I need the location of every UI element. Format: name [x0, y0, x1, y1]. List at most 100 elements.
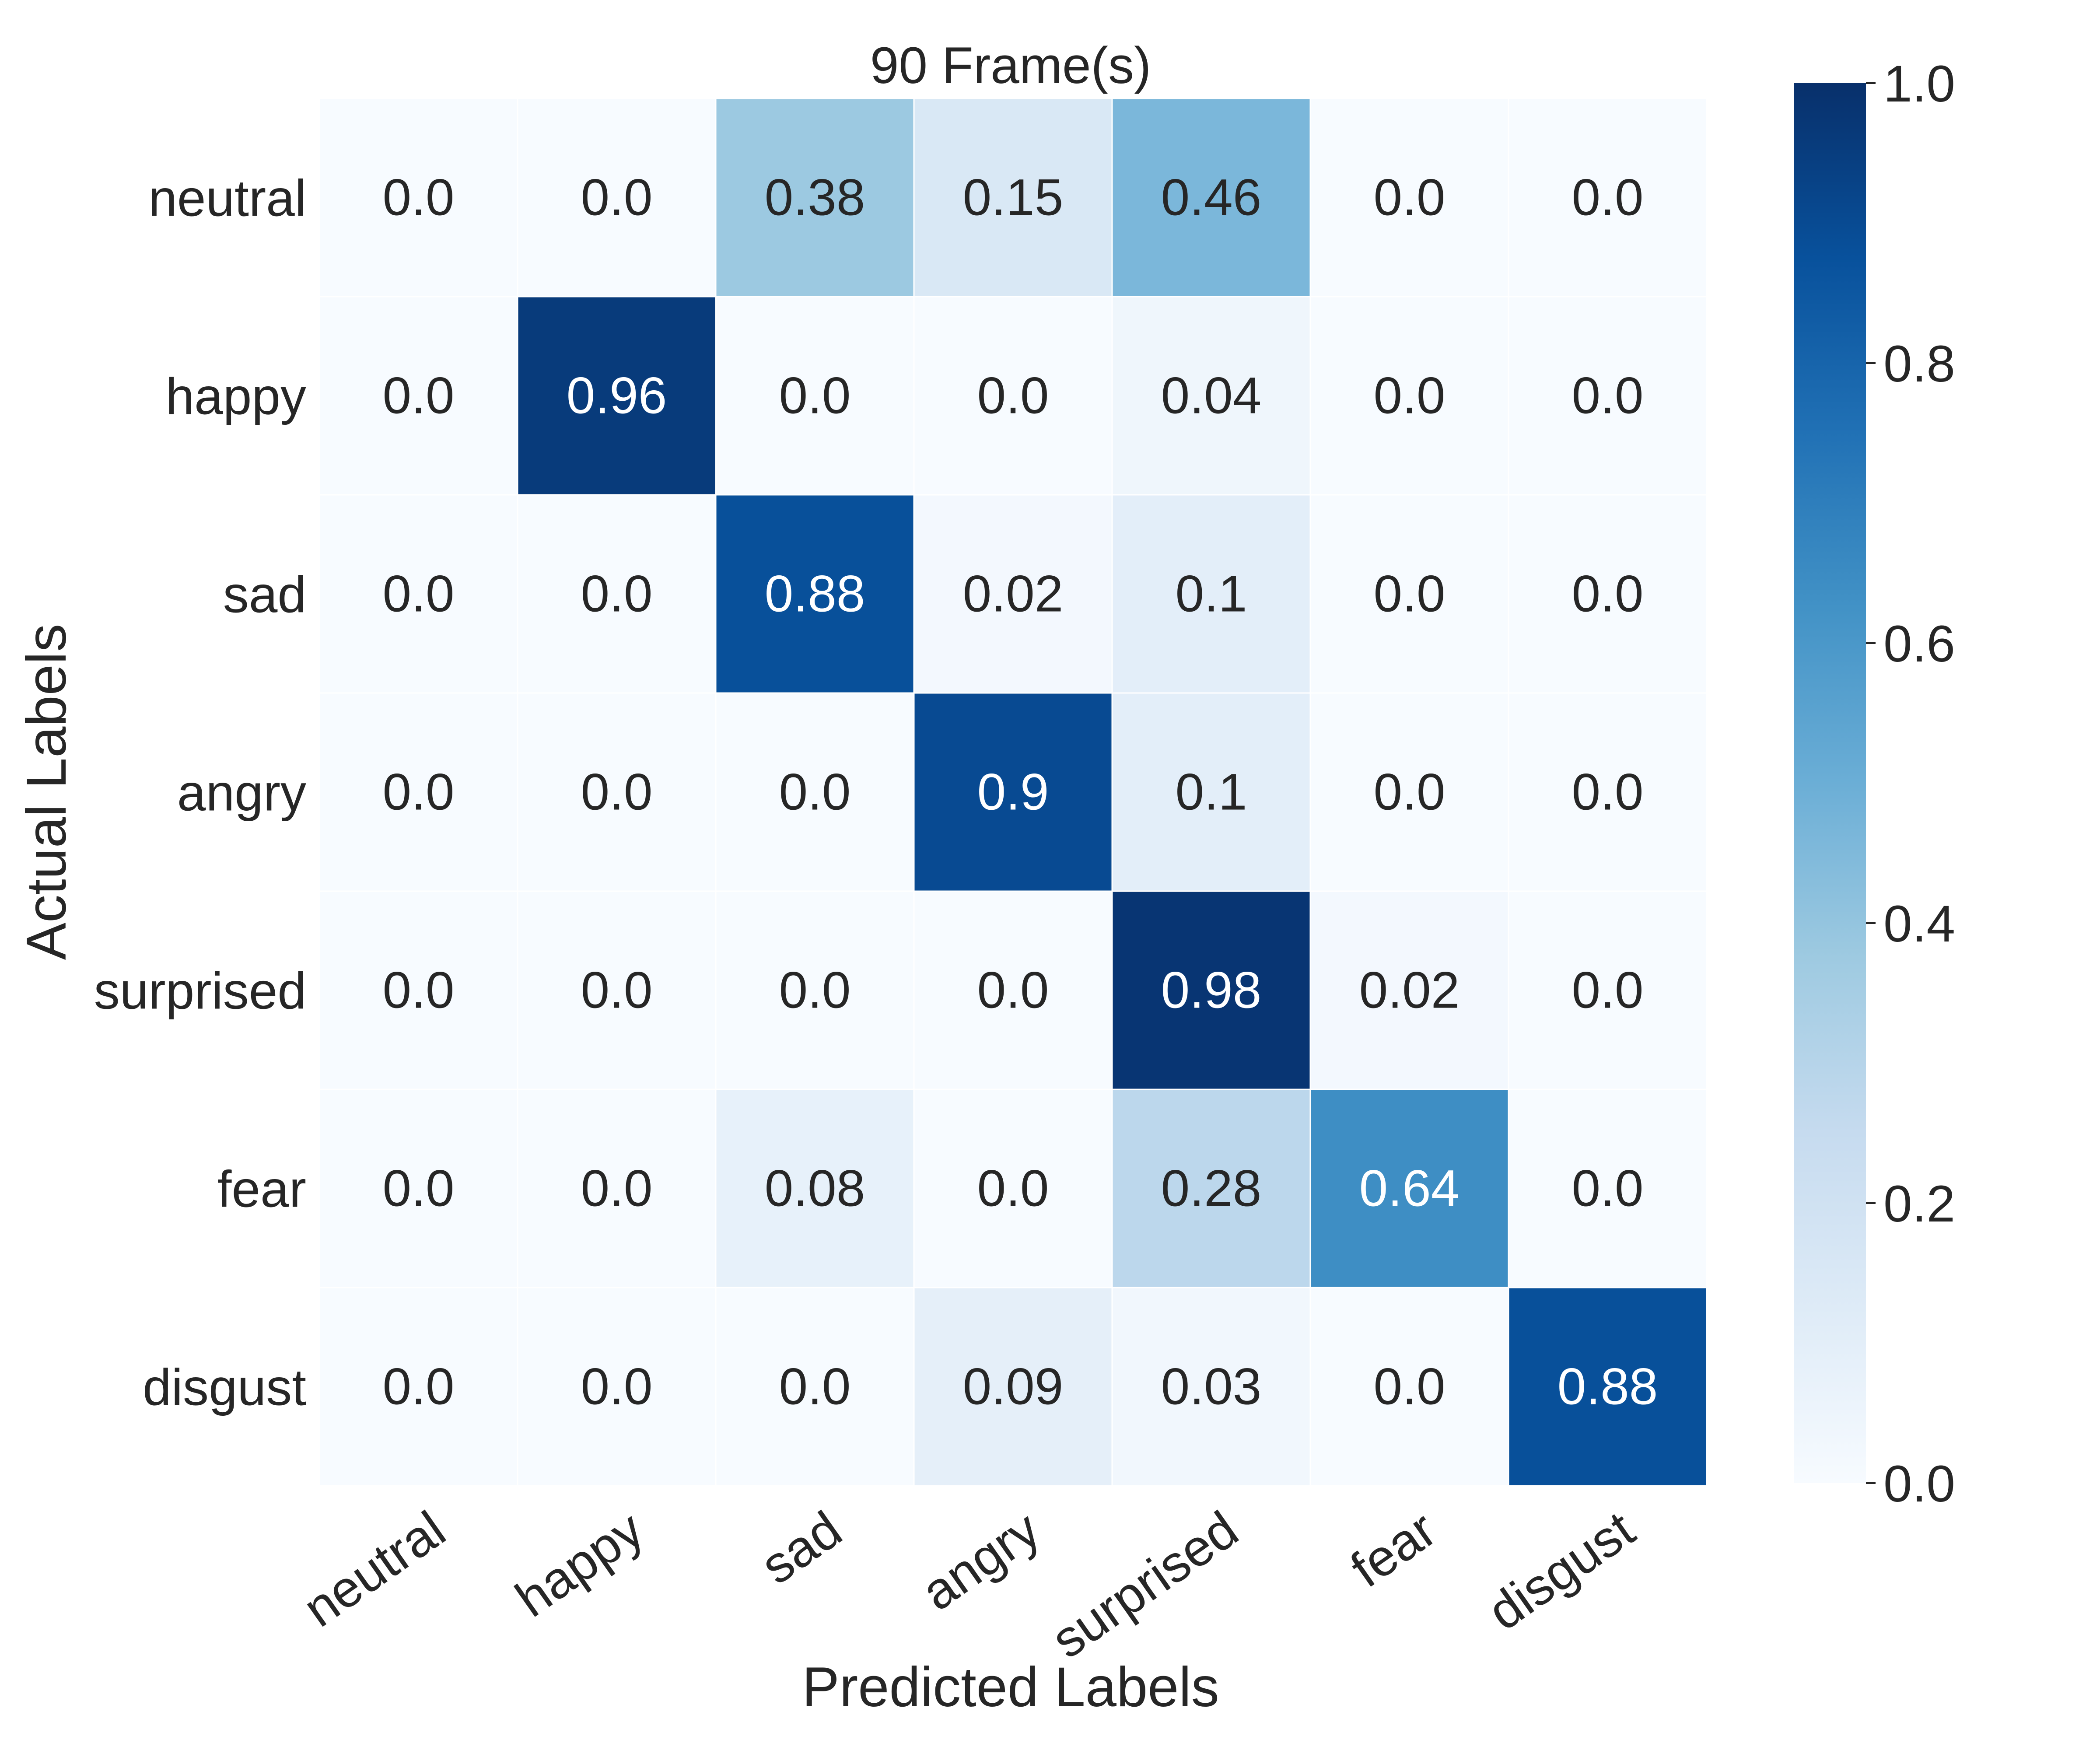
colorbar-tick-label: 0.4: [1883, 895, 1955, 953]
y-tick-label: neutral: [148, 170, 306, 228]
heatmap-cell: [517, 1287, 717, 1487]
y-tick-label: disgust: [143, 1359, 306, 1417]
cell-value-label: 0.0: [1373, 1358, 1445, 1416]
cell-value-label: 0.64: [1359, 1160, 1460, 1218]
heatmap-cell: [318, 494, 518, 694]
heatmap-cell: [1111, 98, 1311, 298]
heatmap-cell: [1111, 494, 1311, 694]
y-axis-label: Actual Labels: [15, 624, 78, 960]
cell-value-label: 0.1: [1175, 565, 1247, 623]
cell-value-label: 0.0: [1572, 367, 1643, 425]
heatmap-cell: [1508, 494, 1708, 694]
cell-value-label: 0.0: [1373, 169, 1445, 227]
cell-value-label: 0.28: [1161, 1160, 1262, 1218]
cell-value-label: 0.0: [779, 763, 850, 821]
x-tick-label: sad: [751, 1500, 852, 1595]
cell-value-label: 0.0: [779, 367, 850, 425]
heatmap-cell: [715, 98, 915, 298]
cell-value-label: 0.0: [977, 1160, 1049, 1218]
colorbar: 0.0 0.2 0.4 0.6 0.8 1.0: [1794, 55, 1955, 1513]
heatmap-cell: [1309, 98, 1509, 298]
cell-value-label: 0.0: [1572, 169, 1643, 227]
cell-value-label: 0.88: [765, 565, 865, 623]
heatmap-cell: [1508, 98, 1708, 298]
heatmap-cells: [318, 98, 1708, 1487]
heatmap-cell: [1309, 296, 1509, 496]
cell-value-label: 0.0: [581, 962, 652, 1019]
heatmap-cell: [318, 1287, 518, 1487]
colorbar-gradient: [1794, 83, 1866, 1483]
heatmap-value-labels: 0.0 0.0 0.38 0.15 0.46 0.0 0.0 0.0 0.96 0.0 0.0 0.0…: [382, 169, 1658, 1416]
heatmap-cell: [913, 1287, 1113, 1487]
y-tick-label: happy: [165, 368, 306, 426]
heatmap-cell: [913, 1088, 1113, 1288]
heatmap-cell: [715, 296, 915, 496]
heatmap-cell: [1508, 296, 1708, 496]
chart-title: 90 Frame(s): [870, 37, 1152, 94]
x-axis-label: Predicted Labels: [802, 1656, 1219, 1718]
cell-value-label: 0.0: [581, 1358, 652, 1416]
heatmap-cell: [715, 1088, 915, 1288]
heatmap-cell: [913, 494, 1113, 694]
cell-value-label: 0.98: [1161, 962, 1262, 1019]
heatmap-cell: [517, 98, 717, 298]
colorbar-tick-label: 0.8: [1883, 335, 1955, 393]
cell-value-label: 0.02: [1359, 962, 1460, 1019]
heatmap-cell: [318, 296, 518, 496]
cell-value-label: 0.03: [1161, 1358, 1262, 1416]
heatmap-cell: [318, 890, 518, 1090]
colorbar-ticks: 0.0 0.2 0.4 0.6 0.8 1.0: [1866, 55, 1955, 1513]
heatmap-cell: [1111, 296, 1311, 496]
cell-value-label: 0.08: [765, 1160, 865, 1218]
cell-value-label: 0.1: [1175, 763, 1247, 821]
cell-value-label: 0.0: [382, 565, 454, 623]
y-tick-labels: neutral happy sad angry surprised fear disgust: [94, 170, 306, 1417]
cell-value-label: 0.0: [779, 962, 850, 1019]
cell-value-label: 0.0: [1572, 763, 1643, 821]
heatmap-cell: [517, 1088, 717, 1288]
heatmap-cell: [715, 1287, 915, 1487]
x-tick-label: happy: [505, 1500, 654, 1628]
colorbar-tick-label: 0.6: [1883, 615, 1955, 673]
cell-value-label: 0.0: [977, 367, 1049, 425]
cell-value-label: 0.0: [1373, 565, 1445, 623]
cell-value-label: 0.0: [581, 169, 652, 227]
x-tick-label: fear: [1340, 1500, 1446, 1599]
cell-value-label: 0.0: [977, 962, 1049, 1019]
y-tick-label: sad: [223, 566, 306, 624]
heatmap-cell: [1111, 1088, 1311, 1288]
cell-value-label: 0.02: [963, 565, 1064, 623]
heatmap-cell: [318, 692, 518, 892]
heatmap-cell: [517, 494, 717, 694]
cell-value-label: 0.09: [963, 1358, 1064, 1416]
cell-value-label: 0.0: [1373, 367, 1445, 425]
colorbar-tick-label: 1.0: [1883, 55, 1955, 113]
heatmap-cell: [1508, 1287, 1708, 1487]
cell-value-label: 0.0: [1572, 565, 1643, 623]
cell-value-label: 0.0: [382, 367, 454, 425]
y-tick-label: surprised: [94, 962, 306, 1020]
cell-value-label: 0.9: [977, 763, 1049, 821]
heatmap-cell: [1508, 890, 1708, 1090]
cell-value-label: 0.0: [382, 169, 454, 227]
cell-value-label: 0.96: [567, 367, 667, 425]
cell-value-label: 0.0: [382, 1358, 454, 1416]
cell-value-label: 0.38: [765, 169, 865, 227]
heatmap-cell: [715, 890, 915, 1090]
cell-value-label: 0.15: [963, 169, 1064, 227]
heatmap-cell: [1309, 1287, 1509, 1487]
cell-value-label: 0.0: [382, 962, 454, 1019]
y-tick-label: fear: [217, 1161, 306, 1218]
x-tick-label: surprised: [1041, 1500, 1248, 1669]
x-tick-label: disgust: [1477, 1500, 1645, 1642]
heatmap-cell: [318, 1088, 518, 1288]
colorbar-tick-label: 0.2: [1883, 1175, 1955, 1233]
cell-value-label: 0.0: [581, 1160, 652, 1218]
heatmap-cell: [1111, 1287, 1311, 1487]
cell-value-label: 0.0: [1373, 763, 1445, 821]
cell-value-label: 0.46: [1161, 169, 1262, 227]
cell-value-label: 0.0: [779, 1358, 850, 1416]
heatmap-cell: [1508, 692, 1708, 892]
